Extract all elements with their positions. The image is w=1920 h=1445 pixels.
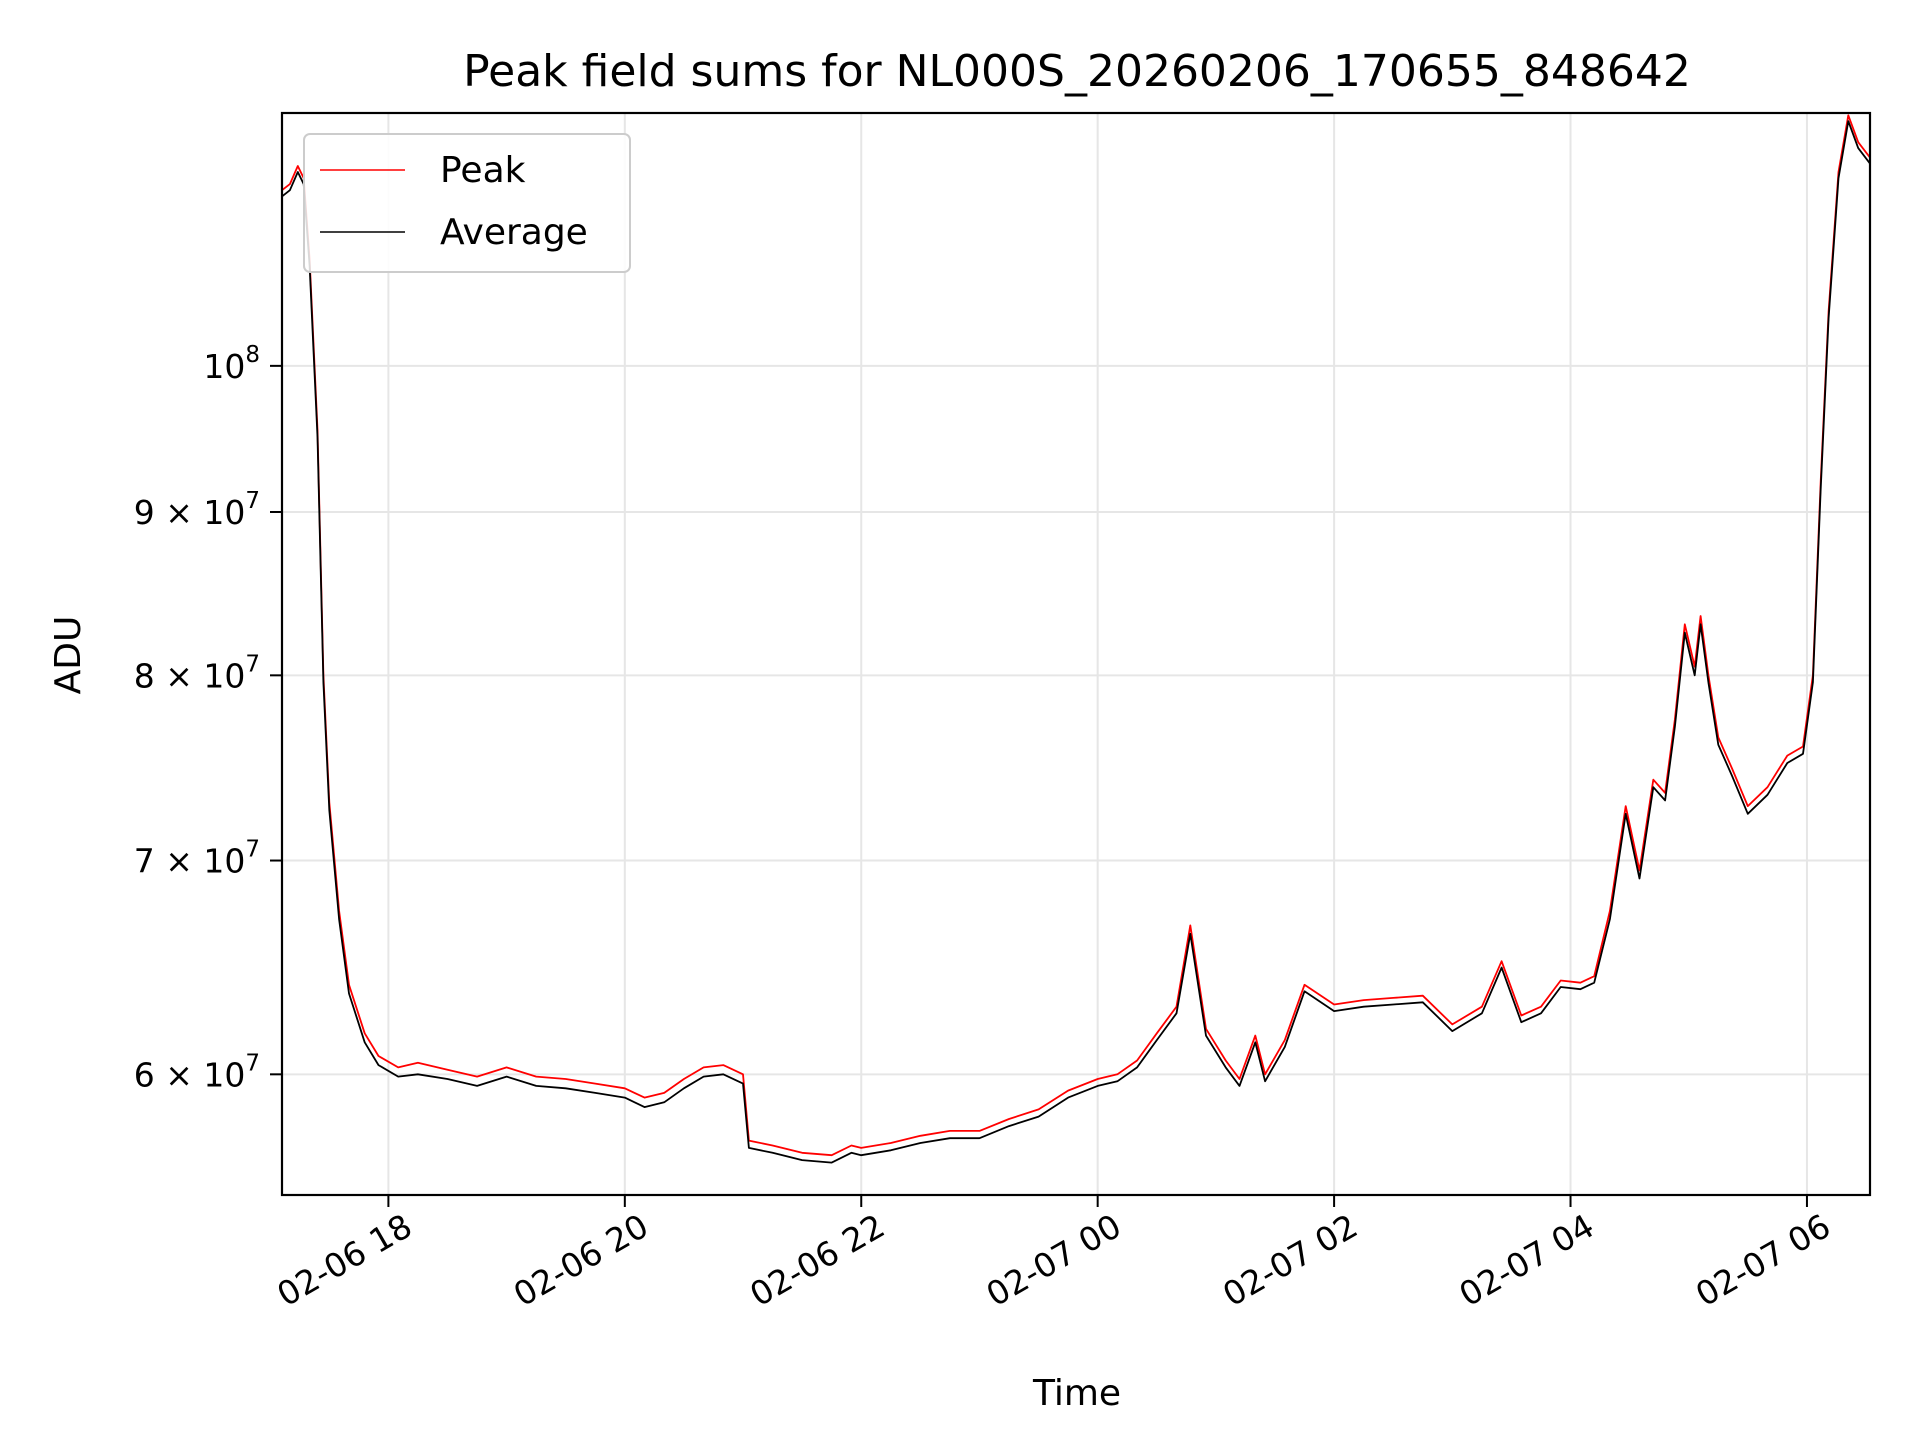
legend: Peak Average [303,133,631,273]
x-axis-label: Time [1032,1373,1121,1414]
series-lines [281,114,1871,1164]
y-tick-exponent: 7 [245,651,260,677]
legend-label-average: Average [440,212,588,253]
legend-box [303,133,631,273]
y-axis-label: ADU [48,616,89,695]
plot-frame [280,111,1872,1197]
series-line-average [281,120,1871,1164]
y-tick-base: 9 [134,493,155,532]
y-tick-multiplier: × 10 [155,656,246,695]
y-tick-base: 7 [134,842,155,881]
y-tick-multiplier: × 10 [155,842,246,881]
y-tick-label: 7 × 107 [134,837,260,881]
chart-title: Peak field sums for NL000S_20260206_1706… [463,46,1691,97]
y-tick-base: 6 [134,1055,155,1094]
y-tick-exponent: 7 [245,837,260,863]
y-tick-exponent: 7 [245,1050,260,1076]
y-tick-label: 108 [203,342,260,386]
y-tick-base: 8 [134,656,155,695]
grid-lines [282,113,1870,1195]
y-tick-exponent: 7 [245,488,260,514]
y-tick-label: 8 × 107 [134,651,260,695]
y-tick-exponent: 8 [245,342,260,368]
y-tick-multiplier: × 10 [155,1055,246,1094]
legend-label-peak: Peak [440,150,526,191]
y-tick-label: 6 × 107 [134,1050,260,1094]
y-tick-base: 10 [203,347,245,386]
series-line-peak [281,114,1871,1157]
y-tick-label: 9 × 107 [134,488,260,532]
y-tick-multiplier: × 10 [155,493,246,532]
